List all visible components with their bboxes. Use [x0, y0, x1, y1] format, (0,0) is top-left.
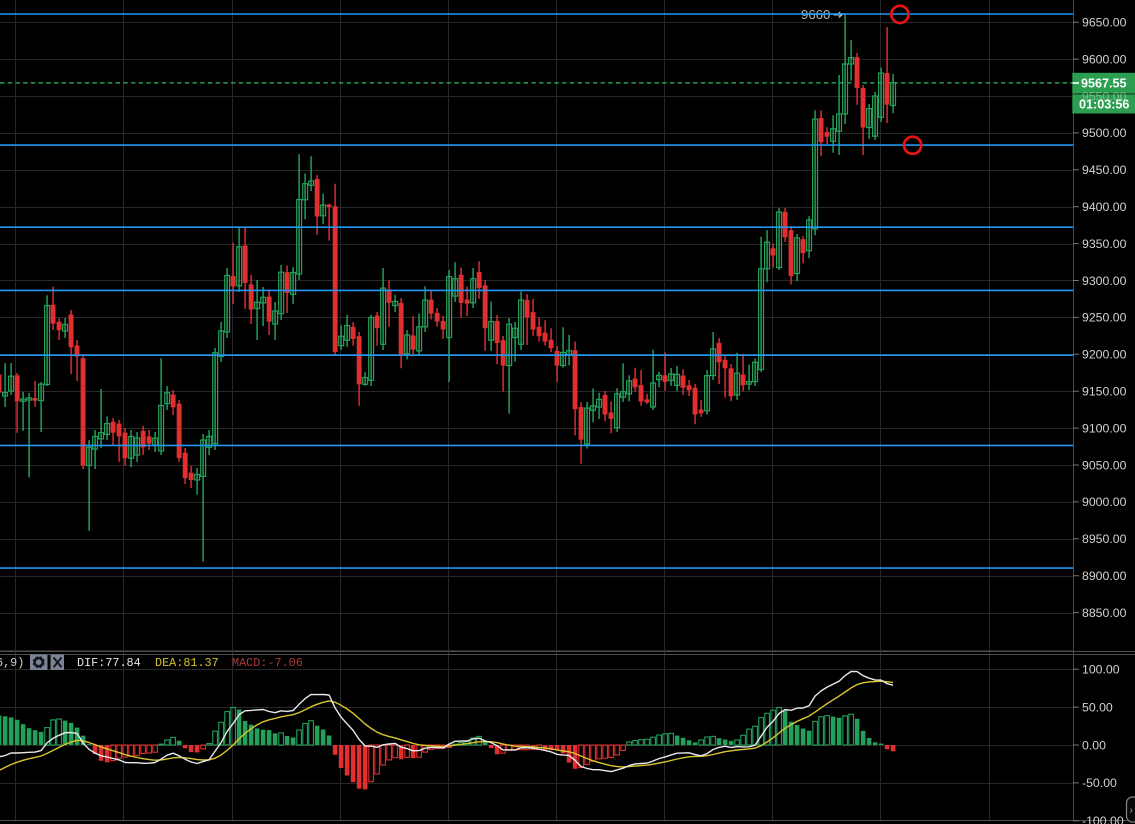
svg-text:9000.00: 9000.00 — [1082, 495, 1127, 509]
svg-text:9350.00: 9350.00 — [1082, 237, 1127, 251]
svg-text:9650.00: 9650.00 — [1082, 16, 1127, 30]
svg-text:9200.00: 9200.00 — [1082, 348, 1127, 362]
svg-text:9400.00: 9400.00 — [1082, 200, 1127, 214]
svg-text:01:03:56: 01:03:56 — [1079, 97, 1129, 111]
svg-text:›: › — [1130, 805, 1133, 816]
svg-text:9550.00: 9550.00 — [1082, 90, 1127, 104]
svg-text:9300.00: 9300.00 — [1082, 274, 1127, 288]
svg-text:-50.00: -50.00 — [1082, 776, 1117, 790]
svg-text:0.00: 0.00 — [1082, 738, 1106, 752]
svg-text:6,9): 6,9) — [0, 656, 24, 670]
svg-text:9100.00: 9100.00 — [1082, 421, 1127, 435]
svg-text:9250.00: 9250.00 — [1082, 311, 1127, 325]
svg-text:DIF:77.84: DIF:77.84 — [77, 656, 141, 670]
svg-text:9567.55: 9567.55 — [1081, 77, 1127, 91]
svg-text:9050.00: 9050.00 — [1082, 458, 1127, 472]
svg-text:50.00: 50.00 — [1082, 700, 1113, 714]
svg-text:8850.00: 8850.00 — [1082, 606, 1127, 620]
svg-text:8950.00: 8950.00 — [1082, 532, 1127, 546]
svg-text:-100.00: -100.00 — [1082, 814, 1124, 824]
svg-text:DEA:81.37: DEA:81.37 — [155, 656, 219, 670]
svg-text:9450.00: 9450.00 — [1082, 163, 1127, 177]
svg-text:9150.00: 9150.00 — [1082, 385, 1127, 399]
svg-text:MACD:-7.06: MACD:-7.06 — [232, 656, 303, 670]
svg-text:8900.00: 8900.00 — [1082, 569, 1127, 583]
svg-text:9500.00: 9500.00 — [1082, 126, 1127, 140]
svg-text:9600.00: 9600.00 — [1082, 52, 1127, 66]
svg-text:100.00: 100.00 — [1082, 663, 1120, 677]
